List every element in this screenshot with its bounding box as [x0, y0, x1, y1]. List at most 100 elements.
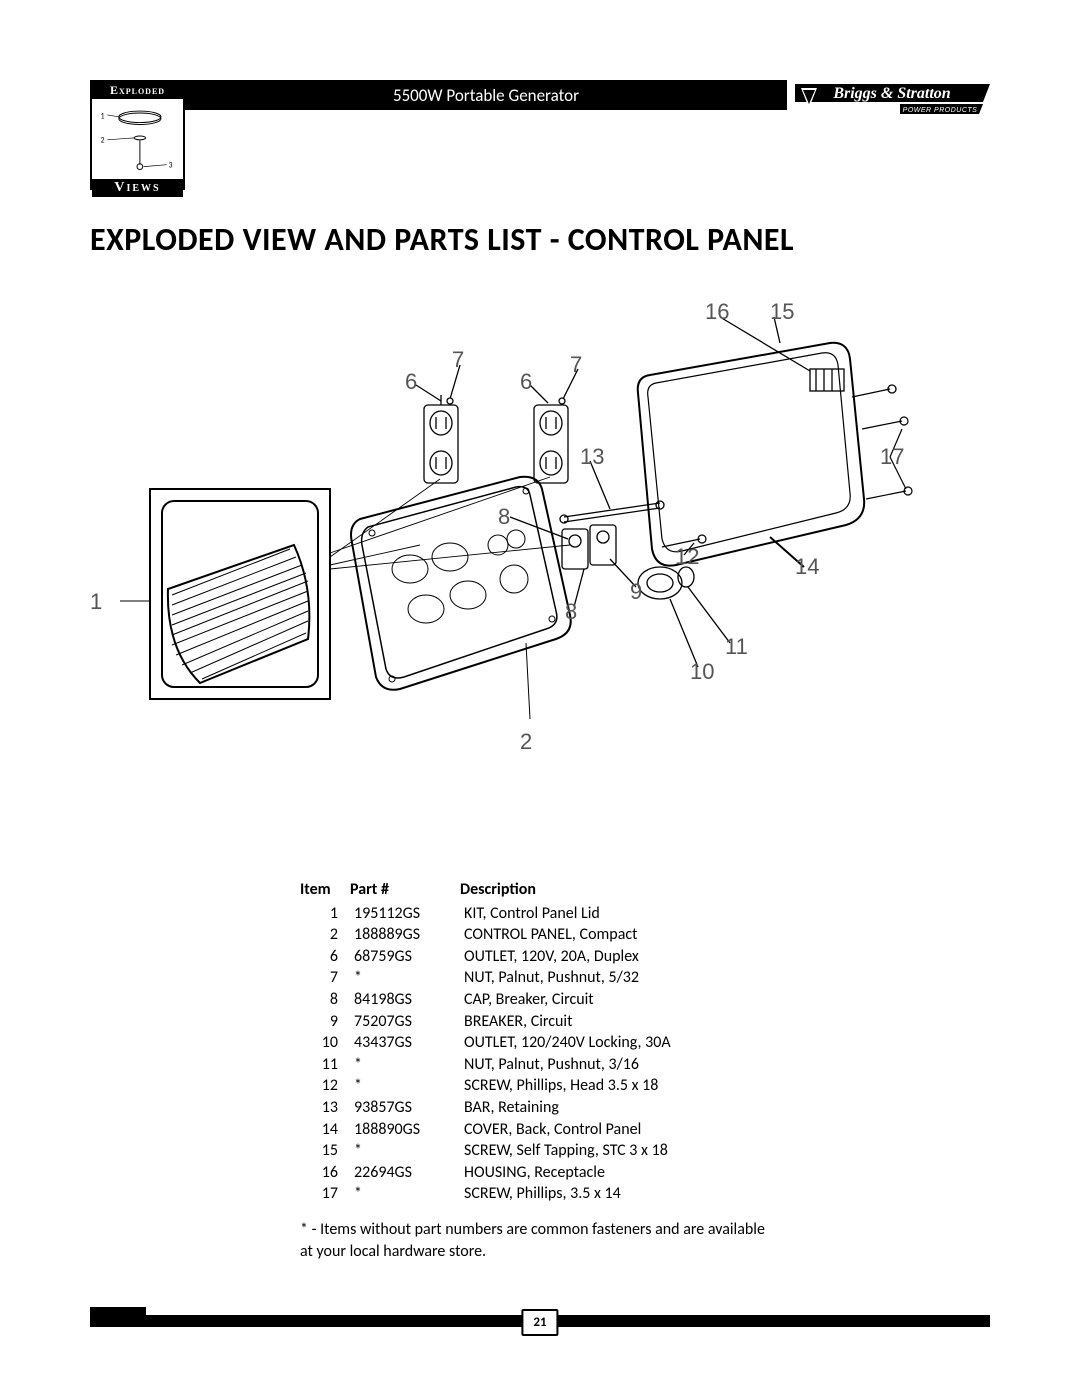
diagram-item-14	[638, 343, 864, 567]
cell-part: 93857GS	[350, 1097, 460, 1119]
table-row: 12*SCREW, Phillips, Head 3.5 x 18	[300, 1075, 820, 1097]
cell-item: 9	[300, 1011, 350, 1033]
table-row: 884198GSCAP, Breaker, Circuit	[300, 989, 820, 1011]
table-row: 17*SCREW, Phillips, 3.5 x 14	[300, 1183, 820, 1205]
cell-desc: CONTROL PANEL, Compact	[460, 924, 820, 946]
table-row: 1195112GSKIT, Control Panel Lid	[300, 903, 820, 925]
cell-part: 75207GS	[350, 1011, 460, 1033]
badge-bottom-label: Views	[92, 179, 183, 197]
exploded-diagram: 1 2 6 7 6 7 8 8 9 10 11 12 13 14 15 16 1…	[90, 289, 990, 849]
cell-part: *	[350, 1183, 460, 1205]
page-footer-bar: 21	[90, 1315, 990, 1327]
cell-desc: NUT, Palnut, Pushnut, 5/32	[460, 967, 820, 989]
table-row: 14188890GSCOVER, Back, Control Panel	[300, 1119, 820, 1141]
table-row: 2188889GSCONTROL PANEL, Compact	[300, 924, 820, 946]
callout-13: 13	[580, 444, 604, 470]
cell-item: 12	[300, 1075, 350, 1097]
cell-part: 195112GS	[350, 903, 460, 925]
brand-name-text: Briggs & Stratton	[832, 85, 950, 102]
badge-diagram-icon: 1 2 3	[92, 99, 183, 179]
cell-part: 84198GS	[350, 989, 460, 1011]
svg-text:2: 2	[101, 137, 105, 146]
cell-desc: CAP, Breaker, Circuit	[460, 989, 820, 1011]
badge-top-label: Exploded	[92, 82, 183, 99]
cell-item: 17	[300, 1183, 350, 1205]
cell-part: *	[350, 1140, 460, 1162]
diagram-item-1	[120, 489, 330, 699]
exploded-views-badge: Exploded 1 2 3 Views	[90, 80, 185, 190]
cell-part: *	[350, 1075, 460, 1097]
cell-part: 22694GS	[350, 1162, 460, 1184]
page-number: 21	[521, 1309, 558, 1336]
callout-8a: 8	[498, 504, 510, 530]
footnote-text: * - Items without part numbers are commo…	[300, 1219, 780, 1262]
cell-item: 8	[300, 989, 350, 1011]
cell-item: 2	[300, 924, 350, 946]
callout-6a: 6	[405, 369, 417, 395]
cell-part: 43437GS	[350, 1032, 460, 1054]
cell-part: 188889GS	[350, 924, 460, 946]
brand-logo: Briggs & Stratton POWER PRODUCTS	[795, 74, 990, 129]
cell-item: 16	[300, 1162, 350, 1184]
callout-6b: 6	[520, 369, 532, 395]
callout-8b: 8	[565, 599, 577, 625]
table-row: 15*SCREW, Self Tapping, STC 3 x 18	[300, 1140, 820, 1162]
diagram-item-2	[351, 477, 571, 719]
callout-16: 16	[705, 299, 729, 325]
product-title-bar: 5500W Portable Generator	[185, 80, 787, 110]
table-header-desc: Description	[460, 879, 820, 903]
cell-desc: OUTLET, 120V, 20A, Duplex	[460, 946, 820, 968]
cell-desc: NUT, Palnut, Pushnut, 3/16	[460, 1054, 820, 1076]
table-row: 1043437GSOUTLET, 120/240V Locking, 30A	[300, 1032, 820, 1054]
table-row: 1393857GSBAR, Retaining	[300, 1097, 820, 1119]
footer-decoration	[90, 1307, 146, 1315]
diagram-leaders	[330, 477, 570, 569]
table-row: 668759GSOUTLET, 120V, 20A, Duplex	[300, 946, 820, 968]
cell-part: 188890GS	[350, 1119, 460, 1141]
cell-item: 14	[300, 1119, 350, 1141]
table-row: 7*NUT, Palnut, Pushnut, 5/32	[300, 967, 820, 989]
cell-item: 11	[300, 1054, 350, 1076]
cell-desc: SCREW, Self Tapping, STC 3 x 18	[460, 1140, 820, 1162]
callout-7a: 7	[452, 347, 464, 373]
cell-desc: HOUSING, Receptacle	[460, 1162, 820, 1184]
cell-desc: KIT, Control Panel Lid	[460, 903, 820, 925]
cell-desc: SCREW, Phillips, 3.5 x 14	[460, 1183, 820, 1205]
cell-desc: SCREW, Phillips, Head 3.5 x 18	[460, 1075, 820, 1097]
cell-desc: BREAKER, Circuit	[460, 1011, 820, 1033]
callout-1: 1	[90, 589, 102, 615]
diagram-item-6-right	[530, 369, 578, 483]
callout-15: 15	[770, 299, 794, 325]
callout-12: 12	[675, 544, 699, 570]
parts-list-table: Item Part # Description 1195112GSKIT, Co…	[300, 879, 820, 1205]
table-row: 1622694GSHOUSING, Receptacle	[300, 1162, 820, 1184]
cell-desc: BAR, Retaining	[460, 1097, 820, 1119]
cell-desc: COVER, Back, Control Panel	[460, 1119, 820, 1141]
product-title: 5500W Portable Generator	[393, 85, 579, 106]
page-title: EXPLODED VIEW AND PARTS LIST - CONTROL P…	[90, 220, 990, 259]
cell-part: *	[350, 1054, 460, 1076]
cell-desc: OUTLET, 120/240V Locking, 30A	[460, 1032, 820, 1054]
table-row: 11*NUT, Palnut, Pushnut, 3/16	[300, 1054, 820, 1076]
cell-item: 6	[300, 946, 350, 968]
cell-item: 10	[300, 1032, 350, 1054]
svg-text:3: 3	[169, 162, 173, 171]
brand-sub-text: POWER PRODUCTS	[903, 107, 978, 114]
table-header-item: Item	[300, 879, 350, 903]
callout-14: 14	[795, 554, 819, 580]
callout-10: 10	[690, 659, 714, 685]
cell-item: 15	[300, 1140, 350, 1162]
table-header-part: Part #	[350, 879, 460, 903]
cell-item: 7	[300, 967, 350, 989]
diagram-item-6-left	[416, 365, 460, 483]
page-header: Exploded 1 2 3 Views 5500W Portable Gene…	[90, 80, 990, 190]
callout-2: 2	[520, 729, 532, 755]
callout-17: 17	[880, 444, 904, 470]
callout-7b: 7	[570, 352, 582, 378]
cell-part: *	[350, 967, 460, 989]
cell-item: 13	[300, 1097, 350, 1119]
callout-9: 9	[630, 579, 642, 605]
cell-item: 1	[300, 903, 350, 925]
cell-part: 68759GS	[350, 946, 460, 968]
diagram-item-8-9	[510, 517, 636, 607]
